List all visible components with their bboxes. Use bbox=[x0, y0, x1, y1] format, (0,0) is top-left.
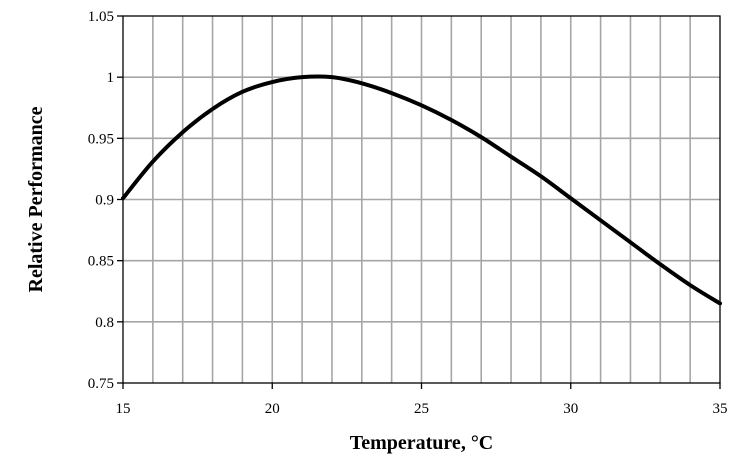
y-tick-labels: 0.75 0.8 0.85 0.9 0.95 1 1.05 bbox=[88, 9, 114, 392]
y-tick-label: 0.85 bbox=[88, 254, 114, 270]
x-tick-label: 20 bbox=[265, 401, 280, 417]
x-axis-title: Temperature, °C bbox=[350, 432, 494, 454]
y-tick-label: 0.75 bbox=[88, 376, 114, 392]
y-tick-label: 1.05 bbox=[88, 9, 114, 25]
grid-lines bbox=[123, 16, 720, 383]
series-layer bbox=[121, 74, 722, 306]
x-tick-labels: 15 20 25 30 35 bbox=[116, 401, 728, 417]
performance-curve bbox=[121, 74, 722, 306]
axis-ticks bbox=[117, 15, 721, 389]
y-tick-label: 0.8 bbox=[95, 315, 114, 331]
x-tick-label: 15 bbox=[116, 401, 131, 417]
y-tick-label: 0.95 bbox=[88, 131, 114, 147]
x-tick-label: 25 bbox=[414, 401, 429, 417]
y-tick-label: 1 bbox=[107, 70, 115, 86]
y-axis-title: Relative Performance bbox=[25, 106, 47, 292]
x-tick-label: 35 bbox=[713, 401, 728, 417]
x-tick-label: 30 bbox=[563, 401, 578, 417]
y-tick-label: 0.9 bbox=[95, 193, 114, 209]
